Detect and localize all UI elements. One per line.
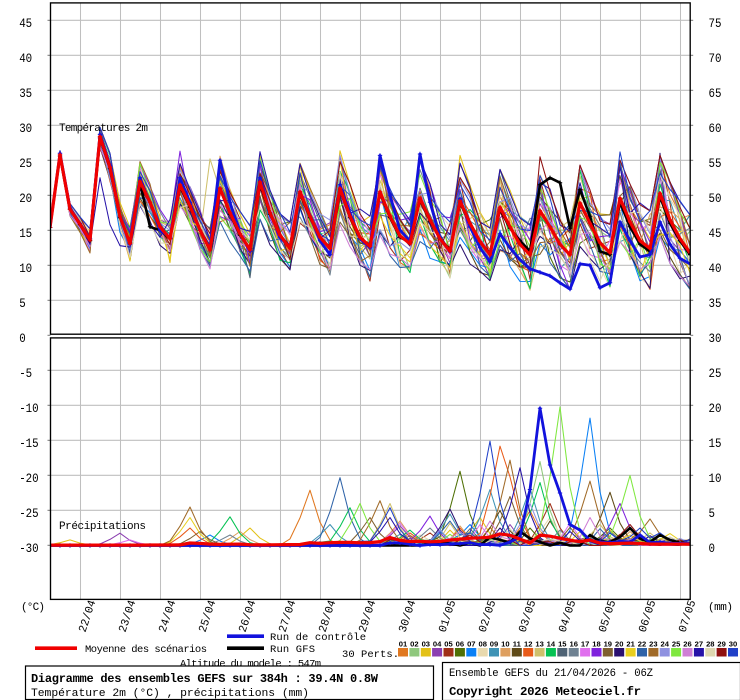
svg-text:Moyenne des scénarios: Moyenne des scénarios [85, 644, 207, 656]
svg-text:09: 09 [490, 640, 498, 649]
svg-text:11: 11 [513, 640, 522, 649]
svg-text:Ensemble GEFS du 21/04/2026 -: Ensemble GEFS du 21/04/2026 - 06Z [449, 668, 653, 680]
svg-text:50: 50 [709, 192, 722, 206]
svg-text:05: 05 [444, 640, 453, 649]
svg-text:04: 04 [433, 640, 442, 649]
svg-text:Température 2m (°C) , précipit: Température 2m (°C) , précipitations (mm… [31, 688, 309, 700]
svg-text:30: 30 [709, 332, 722, 346]
svg-text:(°C): (°C) [21, 602, 45, 614]
svg-text:27: 27 [695, 640, 703, 649]
svg-text:22: 22 [638, 640, 646, 649]
svg-text:0: 0 [19, 332, 26, 346]
svg-text:25: 25 [672, 640, 681, 649]
svg-text:25: 25 [709, 367, 722, 381]
svg-text:65: 65 [709, 87, 722, 101]
svg-text:21: 21 [626, 640, 635, 649]
svg-text:5: 5 [709, 507, 716, 521]
svg-text:08: 08 [478, 640, 486, 649]
svg-text:5: 5 [19, 297, 26, 311]
svg-text:15: 15 [19, 227, 32, 241]
svg-text:-15: -15 [19, 437, 39, 451]
svg-text:20: 20 [709, 402, 722, 416]
svg-text:29: 29 [717, 640, 725, 649]
svg-text:17: 17 [581, 640, 589, 649]
svg-text:-20: -20 [19, 472, 39, 486]
svg-text:26: 26 [683, 640, 691, 649]
svg-text:10: 10 [19, 262, 32, 276]
svg-text:Run GFS: Run GFS [270, 644, 315, 656]
svg-text:13: 13 [535, 640, 543, 649]
svg-text:20: 20 [19, 192, 32, 206]
svg-text:45: 45 [709, 227, 722, 241]
svg-text:15: 15 [709, 437, 722, 451]
svg-text:Températures 2m: Températures 2m [59, 123, 148, 135]
svg-text:10: 10 [709, 472, 722, 486]
svg-text:60: 60 [709, 122, 722, 136]
svg-text:18: 18 [592, 640, 600, 649]
svg-text:55: 55 [709, 157, 722, 171]
svg-text:30: 30 [729, 640, 737, 649]
svg-text:28: 28 [706, 640, 714, 649]
svg-text:24: 24 [660, 640, 669, 649]
svg-text:30 Perts.: 30 Perts. [342, 649, 399, 661]
svg-text:Précipitations: Précipitations [59, 521, 146, 533]
svg-text:Run de contrôle: Run de contrôle [270, 632, 366, 644]
svg-text:Diagramme des ensembles GEFS s: Diagramme des ensembles GEFS sur 384h : … [31, 672, 379, 686]
svg-text:0: 0 [709, 542, 716, 556]
svg-text:19: 19 [604, 640, 612, 649]
svg-text:Altitude du modele : 547m: Altitude du modele : 547m [180, 659, 321, 671]
svg-text:35: 35 [709, 297, 722, 311]
svg-text:70: 70 [709, 52, 722, 66]
svg-text:-10: -10 [19, 402, 39, 416]
svg-text:02: 02 [410, 640, 418, 649]
svg-text:06: 06 [456, 640, 464, 649]
svg-text:(mm): (mm) [708, 602, 733, 614]
svg-text:23: 23 [649, 640, 657, 649]
svg-text:14: 14 [547, 640, 556, 649]
svg-text:10: 10 [501, 640, 509, 649]
svg-text:01: 01 [399, 640, 408, 649]
svg-text:15: 15 [558, 640, 567, 649]
svg-text:40: 40 [19, 52, 32, 66]
svg-text:-25: -25 [19, 507, 39, 521]
svg-text:12: 12 [524, 640, 532, 649]
svg-text:-5: -5 [19, 367, 32, 381]
svg-text:30: 30 [19, 122, 32, 136]
svg-text:16: 16 [569, 640, 577, 649]
svg-text:25: 25 [19, 157, 32, 171]
svg-text:20: 20 [615, 640, 623, 649]
svg-text:75: 75 [709, 17, 722, 31]
svg-text:-30: -30 [19, 542, 39, 556]
svg-text:Copyright 2026 Meteociel.fr: Copyright 2026 Meteociel.fr [449, 685, 641, 699]
svg-text:45: 45 [19, 17, 32, 31]
svg-text:07: 07 [467, 640, 475, 649]
svg-text:40: 40 [709, 262, 722, 276]
svg-text:35: 35 [19, 87, 32, 101]
svg-text:03: 03 [422, 640, 430, 649]
